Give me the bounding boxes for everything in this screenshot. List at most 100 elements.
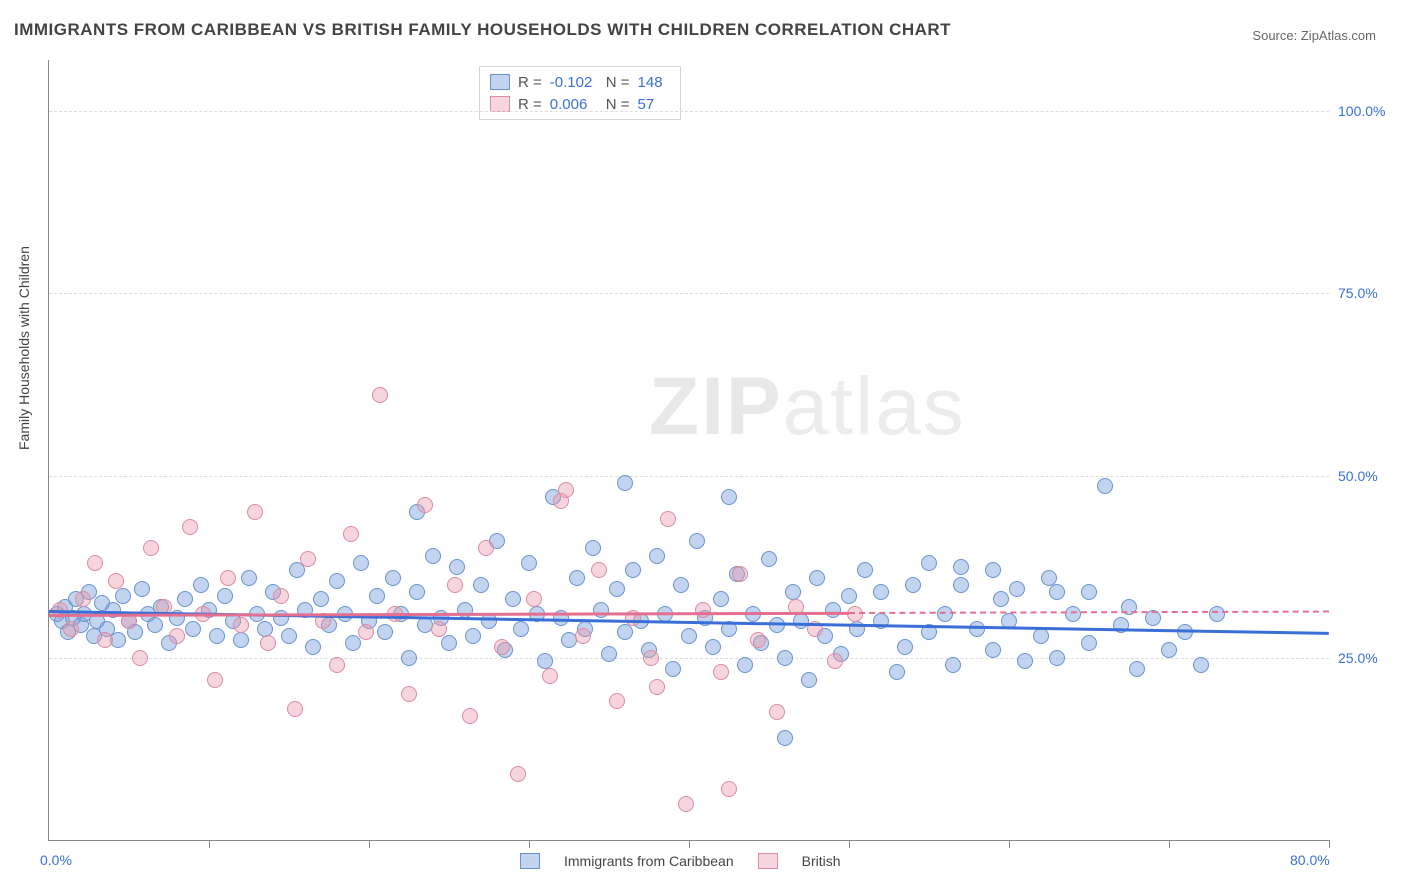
data-point — [273, 610, 289, 626]
watermark-bold: ZIP — [649, 361, 783, 452]
y-axis-label: Family Households with Children — [16, 246, 32, 450]
watermark: ZIPatlas — [649, 360, 966, 454]
n-label: N = — [606, 74, 630, 91]
data-point — [147, 617, 163, 633]
x-tick — [1329, 840, 1330, 848]
data-point — [801, 672, 817, 688]
data-point — [233, 632, 249, 648]
data-point — [591, 562, 607, 578]
data-point — [857, 562, 873, 578]
gridline-h — [49, 111, 1329, 112]
data-point — [143, 540, 159, 556]
n-value: 148 — [638, 74, 670, 91]
data-point — [993, 591, 1009, 607]
data-point — [649, 679, 665, 695]
data-point — [417, 497, 433, 513]
data-point — [87, 555, 103, 571]
data-point — [841, 588, 857, 604]
source-label: Source: — [1252, 28, 1297, 43]
data-point — [115, 588, 131, 604]
data-point — [372, 387, 388, 403]
data-point — [425, 548, 441, 564]
data-point — [385, 570, 401, 586]
data-point — [220, 570, 236, 586]
chart-title: IMMIGRANTS FROM CARIBBEAN VS BRITISH FAM… — [14, 20, 951, 40]
data-point — [643, 650, 659, 666]
data-point — [937, 606, 953, 622]
data-point — [649, 548, 665, 564]
data-point — [665, 661, 681, 677]
data-point — [193, 577, 209, 593]
x-tick — [529, 840, 530, 848]
data-point — [761, 551, 777, 567]
data-point — [182, 519, 198, 535]
x-tick — [689, 840, 690, 848]
gridline-h — [49, 293, 1329, 294]
data-point — [401, 650, 417, 666]
data-point — [625, 562, 641, 578]
data-point — [409, 584, 425, 600]
data-point — [1129, 661, 1145, 677]
data-point — [134, 581, 150, 597]
data-point — [1161, 642, 1177, 658]
data-point — [185, 621, 201, 637]
stats-row: R =-0.102N =148 — [490, 71, 670, 93]
data-point — [247, 504, 263, 520]
data-point — [721, 489, 737, 505]
data-point — [609, 693, 625, 709]
data-point — [1009, 581, 1025, 597]
data-point — [873, 584, 889, 600]
source-value: ZipAtlas.com — [1301, 28, 1376, 43]
data-point — [777, 650, 793, 666]
legend-swatch — [490, 74, 510, 90]
r-value: 0.006 — [550, 96, 598, 113]
data-point — [457, 602, 473, 618]
data-point — [75, 591, 91, 607]
y-tick-label: 75.0% — [1338, 285, 1378, 301]
data-point — [985, 642, 1001, 658]
data-point — [241, 570, 257, 586]
data-point — [537, 653, 553, 669]
r-value: -0.102 — [550, 74, 598, 91]
data-point — [601, 646, 617, 662]
y-tick-label: 50.0% — [1338, 468, 1378, 484]
x-tick — [849, 840, 850, 848]
data-point — [169, 628, 185, 644]
data-point — [737, 657, 753, 673]
data-point — [97, 632, 113, 648]
data-point — [678, 796, 694, 812]
gridline-h — [49, 476, 1329, 477]
data-point — [431, 621, 447, 637]
data-point — [343, 526, 359, 542]
data-point — [660, 511, 676, 527]
data-point — [713, 591, 729, 607]
data-point — [705, 639, 721, 655]
data-point — [769, 704, 785, 720]
data-point — [521, 555, 537, 571]
n-label: N = — [606, 96, 630, 113]
data-point — [825, 602, 841, 618]
y-tick-label: 100.0% — [1338, 103, 1385, 119]
data-point — [945, 657, 961, 673]
data-point — [542, 668, 558, 684]
data-point — [447, 577, 463, 593]
data-point — [63, 621, 79, 637]
data-point — [108, 573, 124, 589]
data-point — [953, 577, 969, 593]
data-point — [689, 533, 705, 549]
data-point — [281, 628, 297, 644]
data-point — [1049, 584, 1065, 600]
source-attribution: Source: ZipAtlas.com — [1252, 28, 1376, 43]
data-point — [494, 639, 510, 655]
data-point — [505, 591, 521, 607]
data-point — [526, 591, 542, 607]
data-point — [713, 664, 729, 680]
data-point — [750, 632, 766, 648]
data-point — [617, 475, 633, 491]
data-point — [847, 606, 863, 622]
data-point — [1049, 650, 1065, 666]
data-point — [233, 617, 249, 633]
data-point — [207, 672, 223, 688]
data-point — [1041, 570, 1057, 586]
data-point — [969, 621, 985, 637]
